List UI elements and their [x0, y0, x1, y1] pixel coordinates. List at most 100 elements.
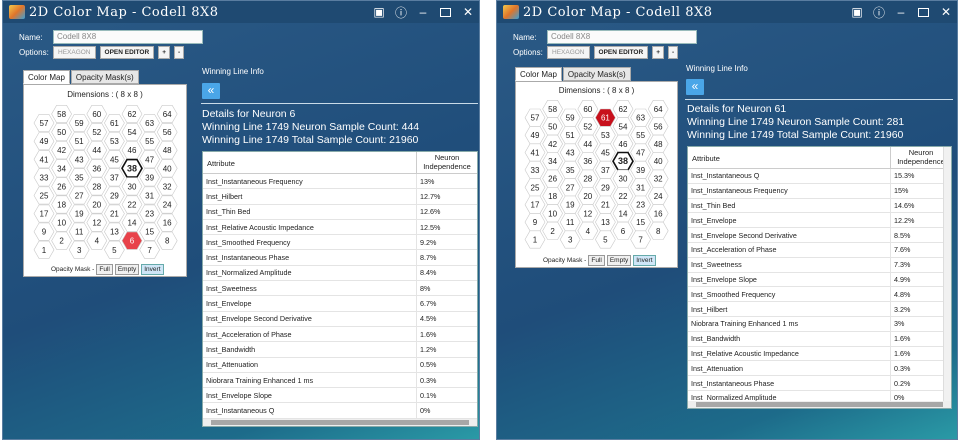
tab-color-map[interactable]: Color Map	[23, 70, 70, 84]
hex-cell[interactable]: 15	[630, 213, 651, 232]
table-row[interactable]: Inst_Instantaneous Q 15.3%	[688, 169, 951, 184]
hex-cell[interactable]: 12	[86, 213, 108, 232]
hex-cell[interactable]: 61	[595, 108, 616, 127]
table-row[interactable]: Inst_Sweetness 7.3%	[688, 257, 951, 273]
hex-cell[interactable]: 45	[595, 143, 616, 162]
hex-cell[interactable]: 51	[68, 132, 90, 151]
name-input[interactable]: Codell 8X8	[547, 30, 697, 44]
close-icon[interactable]: ✕	[940, 5, 952, 19]
hex-cell[interactable]: 30	[612, 169, 634, 188]
hex-cell[interactable]: 2	[542, 221, 563, 240]
scrollbar-thumb[interactable]	[696, 402, 943, 407]
hex-cell[interactable]: 50	[542, 117, 563, 136]
maximize-icon[interactable]	[440, 7, 451, 17]
hex-cell[interactable]: 38	[612, 151, 634, 171]
hex-cell[interactable]: 14	[612, 204, 634, 223]
hex-cell[interactable]: 54	[612, 117, 634, 136]
hex-cell[interactable]: 28	[577, 169, 599, 188]
hex-cell[interactable]: 8	[647, 221, 669, 240]
hex-cell[interactable]: 13	[595, 213, 616, 232]
hex-cell[interactable]: 14	[121, 213, 143, 232]
full-button[interactable]: Full	[96, 264, 113, 275]
double-chevron-left-icon[interactable]: «	[686, 79, 704, 95]
hex-cell[interactable]: 24	[647, 187, 669, 205]
hex-cell[interactable]: 30	[121, 177, 143, 196]
hex-cell[interactable]: 10	[51, 213, 72, 232]
table-row[interactable]: Niobrara Training Enhanced 1 ms 0.3%	[203, 372, 477, 389]
hex-cell[interactable]: 41	[33, 150, 55, 169]
hex-cell[interactable]: 35	[559, 160, 581, 179]
hex-cell[interactable]: 60	[577, 99, 599, 119]
hex-cell[interactable]: 2	[51, 231, 72, 250]
table-row[interactable]: Inst_Instantaneous Phase 8.7%	[203, 250, 477, 266]
hex-cell[interactable]: 55	[630, 126, 651, 145]
hexagon-button[interactable]: HEXAGON	[53, 46, 96, 59]
hex-cell[interactable]: 62	[121, 104, 143, 124]
table-row[interactable]: Inst_Sweetness 8%	[203, 281, 477, 297]
hex-cell[interactable]: 19	[68, 204, 90, 223]
hex-cell[interactable]: 26	[542, 169, 563, 188]
hex-cell[interactable]: 52	[577, 117, 599, 136]
invert-button[interactable]: Invert	[633, 255, 656, 266]
hex-cell[interactable]: 34	[51, 159, 72, 178]
hex-cell[interactable]: 58	[51, 104, 72, 124]
hex-cell[interactable]: 25	[524, 178, 546, 197]
table-row[interactable]: Inst_Thin Bed 12.6%	[203, 204, 477, 220]
table-row[interactable]: Inst_Envelope Slope 0.1%	[203, 388, 477, 404]
invert-button[interactable]: Invert	[141, 264, 164, 275]
hex-cell[interactable]: 54	[121, 123, 143, 142]
plus-button[interactable]: +	[652, 46, 664, 59]
name-input[interactable]: Codell 8X8	[53, 30, 203, 44]
hex-cell[interactable]: 33	[33, 168, 55, 187]
hex-cell[interactable]: 27	[559, 178, 581, 197]
hex-cell[interactable]: 3	[559, 230, 581, 249]
table-row[interactable]: Inst_Envelope 12.2%	[688, 213, 951, 229]
hex-cell[interactable]: 29	[595, 178, 616, 197]
plus-button[interactable]: +	[158, 46, 170, 59]
help-icon[interactable]: ⓘ	[394, 5, 407, 20]
hex-cell[interactable]: 20	[577, 187, 599, 205]
table-row[interactable]: Inst_Normalized Amplitude 8.4%	[203, 265, 477, 282]
camera-icon[interactable]: ▣	[373, 5, 385, 19]
hex-cell[interactable]: 40	[156, 159, 178, 178]
table-row[interactable]: Inst_Acceleration of Phase 7.6%	[688, 242, 951, 258]
hex-cell[interactable]: 48	[156, 141, 178, 160]
hexagon-button[interactable]: HEXAGON	[547, 46, 590, 59]
table-row[interactable]: Inst_Envelope Second Derivative 4.5%	[203, 311, 477, 327]
hex-cell[interactable]: 45	[104, 150, 125, 169]
tab-color-map[interactable]: Color Map	[515, 67, 562, 81]
hex-cell[interactable]: 8	[156, 231, 178, 250]
table-row[interactable]: Inst_Instantaneous Frequency 13%	[203, 174, 477, 190]
hex-grid[interactable]: 5758596061626364495051525354555641424344…	[24, 85, 188, 278]
column-attribute[interactable]: Attribute	[688, 147, 891, 168]
empty-button[interactable]: Empty	[114, 264, 140, 275]
empty-button[interactable]: Empty	[606, 255, 632, 266]
hex-cell[interactable]: 1	[33, 240, 55, 259]
table-row[interactable]: Inst_Hilbert 3.2%	[688, 302, 951, 317]
table-row[interactable]: Inst_Envelope 6.7%	[203, 296, 477, 312]
scrollbar-thumb[interactable]	[211, 420, 469, 425]
hex-cell[interactable]: 52	[86, 123, 108, 142]
table-row[interactable]: Inst_Thin Bed 14.6%	[688, 198, 951, 214]
column-neuron-independence[interactable]: Neuron Independence	[417, 152, 477, 173]
hex-cell[interactable]: 62	[612, 99, 634, 119]
horizontal-scrollbar[interactable]	[203, 419, 477, 426]
hex-cell[interactable]: 31	[139, 186, 160, 205]
hex-cell[interactable]: 43	[68, 150, 90, 169]
hex-cell[interactable]: 58	[542, 99, 563, 119]
table-row[interactable]: Inst_Instantaneous Phase 0.2%	[688, 376, 951, 391]
hex-grid[interactable]: 5758596061626364495051525354555641424344…	[516, 82, 679, 269]
hex-cell[interactable]: 1	[524, 230, 546, 249]
hex-cell[interactable]: 41	[524, 143, 546, 162]
vertical-scrollbar[interactable]	[943, 147, 951, 401]
hex-cell[interactable]: 43	[559, 143, 581, 162]
hex-cell[interactable]: 56	[647, 117, 669, 136]
hex-cell[interactable]: 17	[524, 195, 546, 214]
hex-cell[interactable]: 29	[104, 186, 125, 205]
hex-cell[interactable]: 13	[104, 222, 125, 241]
table-row[interactable]: Niobrara Training Enhanced 1 ms 3%	[688, 316, 951, 332]
table-row[interactable]: Inst_Relative Acoustic Impedance 12.5%	[203, 219, 477, 236]
hex-cell[interactable]: 59	[559, 108, 581, 127]
hex-cell[interactable]: 37	[595, 160, 616, 179]
table-row[interactable]: Inst_Bandwidth 1.6%	[688, 331, 951, 347]
